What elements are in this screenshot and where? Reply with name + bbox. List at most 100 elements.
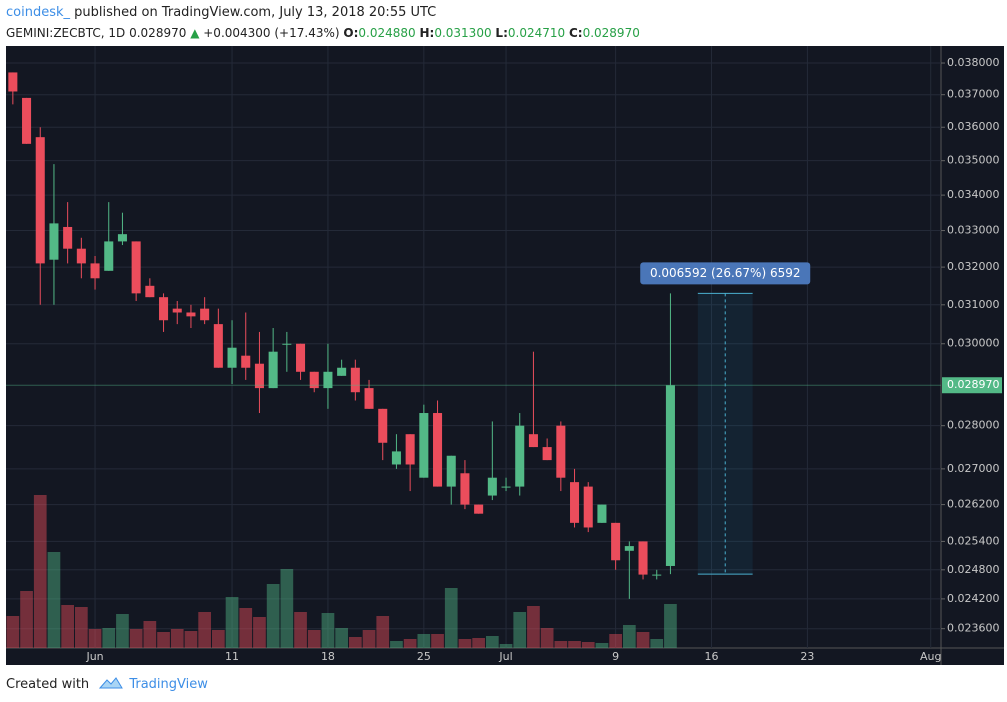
x-tick-label: 16 xyxy=(705,650,719,663)
volume-bar xyxy=(280,569,294,648)
symbol: GEMINI:ZECBTC, 1D xyxy=(6,26,126,40)
volume-bar xyxy=(417,634,431,648)
candle-body xyxy=(296,343,306,372)
publisher[interactable]: coindesk_ xyxy=(6,5,71,20)
footer: Created with TradingView xyxy=(6,676,208,692)
measure-label: 0.006592 (26.67%) 6592 xyxy=(650,266,801,280)
candle-body xyxy=(542,447,552,461)
candle-body xyxy=(665,385,675,566)
volume-bar xyxy=(266,584,280,648)
volume-bar xyxy=(444,588,458,648)
y-tick-label: 0.025400 xyxy=(947,534,1000,547)
volume-bar xyxy=(239,608,253,648)
candle-body xyxy=(405,434,415,465)
publish-line: coindesk_ published on TradingView.com, … xyxy=(6,3,640,23)
y-tick-label: 0.024800 xyxy=(947,563,1000,576)
volume-bar xyxy=(143,621,157,648)
candle-body xyxy=(556,425,566,478)
current-price-tag xyxy=(942,377,1002,394)
current-price-label: 0.028970 xyxy=(947,378,1000,391)
candle-body xyxy=(200,308,210,321)
volume-bar xyxy=(622,625,636,648)
candle-body xyxy=(186,312,196,317)
candle-body xyxy=(241,355,251,368)
x-tick-label: Jun xyxy=(85,650,103,663)
candle-body xyxy=(378,408,388,443)
y-tick-label: 0.028000 xyxy=(947,419,1000,432)
volume-bar xyxy=(513,612,527,648)
x-tick-label: 9 xyxy=(612,650,619,663)
candle-body xyxy=(433,413,443,487)
volume-bar xyxy=(211,630,225,648)
volume-bar xyxy=(527,606,540,648)
volume-bar xyxy=(499,644,513,648)
y-tick-label: 0.027000 xyxy=(947,462,1000,475)
candle-body xyxy=(22,97,32,144)
candle-body xyxy=(309,371,319,389)
volume-bar xyxy=(403,639,417,648)
price: 0.028970 xyxy=(129,26,187,40)
volume-bar xyxy=(170,629,184,648)
candle-body xyxy=(159,297,169,321)
logo xyxy=(99,677,124,689)
volume-bar xyxy=(6,616,20,648)
volume-bar xyxy=(157,632,170,648)
change: +0.004300 (+17.43%) xyxy=(203,26,340,40)
candle-body xyxy=(254,363,264,389)
candle-body xyxy=(323,371,333,389)
candle-body xyxy=(337,367,347,376)
brand[interactable]: TradingView xyxy=(129,677,208,692)
candle-body xyxy=(8,72,18,92)
volume-bar xyxy=(568,641,581,648)
candle-body xyxy=(282,343,292,345)
volume-bar xyxy=(307,630,321,648)
volume-bar xyxy=(253,617,266,648)
candle-body xyxy=(76,248,86,264)
l: 0.024710 xyxy=(507,26,566,40)
measure-label-box xyxy=(640,262,811,285)
candle-body xyxy=(501,486,511,488)
volume-bar xyxy=(20,591,33,648)
candle-body xyxy=(487,477,497,496)
candle-body xyxy=(213,324,223,368)
x-tick-label: 18 xyxy=(321,650,335,663)
volume-bar xyxy=(581,642,595,648)
candle-body xyxy=(515,425,525,487)
y-tick-label: 0.032000 xyxy=(947,260,1000,273)
y-tick-label: 0.026200 xyxy=(947,498,1000,511)
volume-bar xyxy=(225,597,239,648)
quote-line: GEMINI:ZECBTC, 1D 0.028970 ▲ +0.004300 (… xyxy=(6,23,640,43)
y-tick-label: 0.036000 xyxy=(947,120,1000,133)
candle-body xyxy=(172,308,182,313)
volume-bar xyxy=(348,637,362,648)
candle-body xyxy=(391,451,401,465)
o: 0.024880 xyxy=(358,26,416,40)
candle-body xyxy=(63,226,73,249)
candle-body xyxy=(131,241,141,294)
candle-body xyxy=(90,263,100,279)
candle-body xyxy=(638,541,648,575)
y-tick-label: 0.034000 xyxy=(947,188,1000,201)
volume-bar xyxy=(540,628,554,648)
candle-body xyxy=(528,434,538,448)
volume-bar xyxy=(321,613,335,648)
y-tick-label: 0.038000 xyxy=(947,56,1000,69)
y-tick-label: 0.035000 xyxy=(947,154,1000,167)
volume-bar xyxy=(88,629,102,648)
y-tick-label: 0.023600 xyxy=(947,622,1000,635)
candle-body xyxy=(446,455,456,487)
candle-body xyxy=(350,367,360,393)
y-tick-label: 0.030000 xyxy=(947,337,1000,350)
volume-bar xyxy=(47,552,61,648)
candle-body xyxy=(145,285,155,298)
candle-body xyxy=(227,347,237,368)
volume-bar xyxy=(390,641,403,648)
arrow: ▲ xyxy=(190,26,200,40)
x-tick-label: Aug xyxy=(920,650,941,663)
volume-bar xyxy=(198,612,211,648)
candle-body xyxy=(419,413,429,478)
x-tick-label: 11 xyxy=(225,650,239,663)
volume-bar xyxy=(664,604,677,648)
candle-body xyxy=(652,574,662,576)
volume-bar xyxy=(376,616,390,648)
